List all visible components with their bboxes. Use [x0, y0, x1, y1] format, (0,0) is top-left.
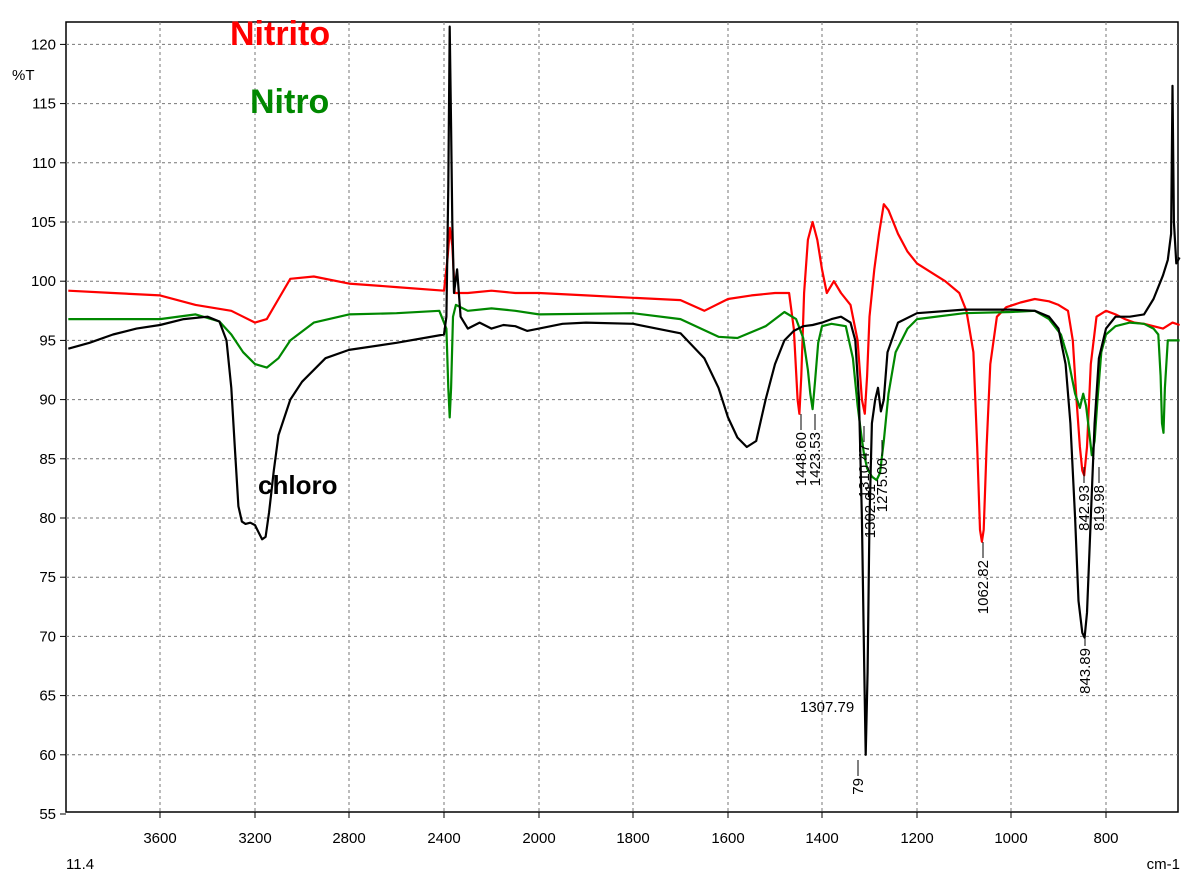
- x-tick-label: 2000: [522, 830, 555, 847]
- y-tick-label: 90: [39, 392, 56, 409]
- y-tick-label: 95: [39, 332, 56, 349]
- y-axis-label: %T: [12, 67, 35, 84]
- y-tick-label: 105: [31, 214, 56, 231]
- x-tick-label: 3600: [143, 830, 176, 847]
- peak-label-1310: 1310.47: [856, 426, 873, 498]
- y-tick-label: 85: [39, 451, 56, 468]
- y-tick-label: 115: [32, 96, 56, 113]
- y-tick-label: 60: [39, 747, 56, 764]
- peak-label-text: 1423.53: [807, 432, 824, 486]
- peak-label-text: 843.89: [1077, 648, 1094, 694]
- annotation-chloro: chloro: [258, 470, 337, 500]
- x-tick-label: 2400: [427, 830, 460, 847]
- legend-nitro: Nitro: [250, 83, 329, 121]
- legend-nitrito: Nitrito: [230, 15, 330, 53]
- peak-label-text: 1448.60: [793, 432, 810, 486]
- peak-label-text: 1062.82: [975, 560, 992, 614]
- x-tick-label: 1600: [711, 830, 744, 847]
- y-tick-label: 100: [31, 273, 56, 290]
- peak-label-text: 1302.01: [862, 484, 879, 538]
- y-tick-label: 120: [31, 36, 56, 53]
- x-axis-label: cm-1: [1147, 856, 1180, 873]
- y-tick-label: 110: [32, 155, 56, 172]
- series-line-chloro: [68, 25, 1181, 756]
- x-axis-start-label: 11.4: [66, 856, 94, 873]
- peak-label-842: 842.93: [1076, 467, 1093, 531]
- x-tick-label: 1400: [805, 830, 838, 847]
- peak-label-text: 1310.47: [856, 444, 873, 498]
- x-tick-label: 800: [1093, 830, 1118, 847]
- y-tick-label: 70: [39, 628, 56, 645]
- peak-label-text: 1275.00: [874, 458, 891, 512]
- peak-label-text: 819.98: [1091, 485, 1108, 531]
- x-tick-label: 1000: [994, 830, 1027, 847]
- plot-frame: [65, 21, 1179, 813]
- peak-label-1423: 1423.53: [807, 414, 824, 486]
- y-tick-label: 75: [39, 569, 56, 586]
- peak-label-1275: 1275.00: [874, 440, 891, 512]
- x-tick-label: 1800: [616, 830, 649, 847]
- peak-label-79: 79: [850, 760, 867, 795]
- peak-label-1302: 1302.01: [862, 466, 879, 538]
- y-tick-label: 55: [39, 806, 56, 823]
- x-tick-label: 2800: [332, 830, 365, 847]
- annotation-1307: 1307.79: [800, 699, 854, 716]
- peak-label-1448: 1448.60: [793, 414, 810, 486]
- peak-label-843: 843.89: [1077, 630, 1094, 694]
- y-tick-label: 65: [39, 688, 56, 705]
- x-tick-label: 3200: [238, 830, 271, 847]
- series-line-nitro: [68, 303, 1180, 482]
- y-tick-label: 80: [39, 510, 56, 527]
- x-tick-label: 1200: [900, 830, 933, 847]
- series-line-nitrito: [68, 203, 1180, 543]
- peak-label-1062: 1062.82: [975, 542, 992, 614]
- peak-label-text: 79: [850, 778, 867, 795]
- peak-label-819: 819.98: [1091, 467, 1108, 531]
- peak-label-text: 842.93: [1076, 485, 1093, 531]
